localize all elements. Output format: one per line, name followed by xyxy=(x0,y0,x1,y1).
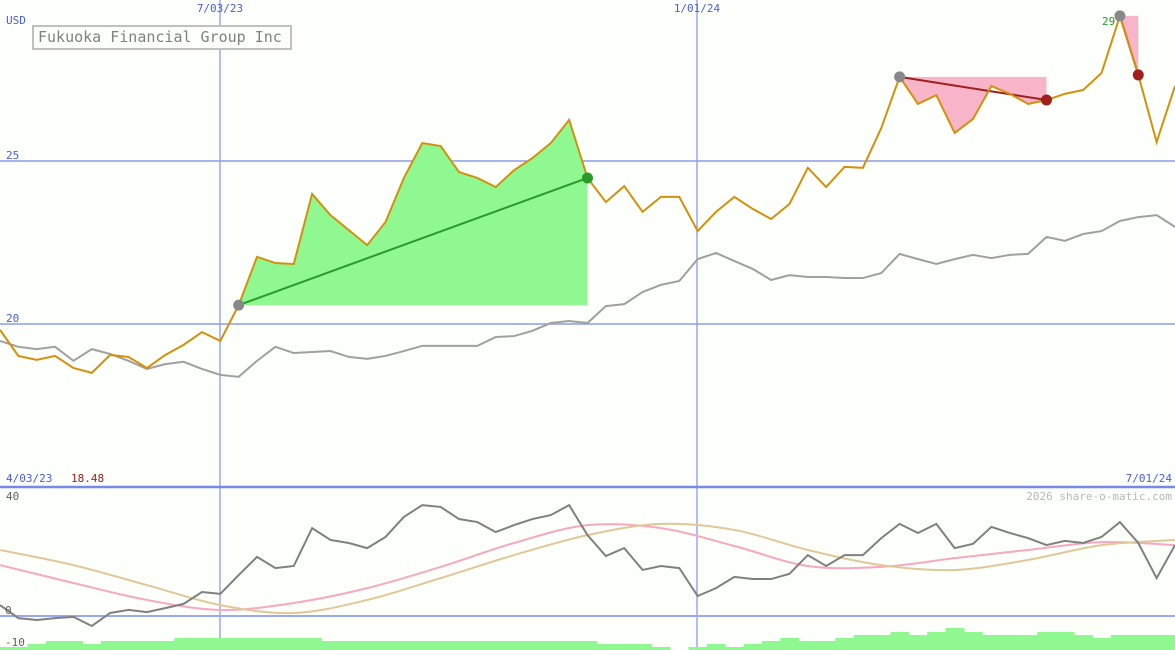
volume-bar xyxy=(780,638,800,650)
volume-bar xyxy=(468,641,488,650)
volume-bar xyxy=(504,641,524,650)
volume-bar xyxy=(45,641,65,650)
peak-label: 29 xyxy=(1102,15,1115,28)
volume-bar xyxy=(927,632,947,650)
comparison-line xyxy=(0,214,1175,378)
trend-area-fall xyxy=(899,76,1047,133)
volume-bar xyxy=(413,641,432,650)
oscillator-line xyxy=(0,503,1175,628)
volume-bar xyxy=(1092,638,1112,650)
volume-bar xyxy=(1147,635,1167,650)
volume-bar xyxy=(615,644,634,650)
start-marker xyxy=(894,71,906,83)
volume-bar xyxy=(835,638,855,650)
volume-bar xyxy=(908,635,928,650)
volume-bar xyxy=(0,647,10,650)
min-price-label: 18.48 xyxy=(71,472,104,485)
volume-bar xyxy=(156,641,175,650)
currency-label: USD xyxy=(6,14,26,27)
volume-bar xyxy=(725,647,745,650)
volume-bar xyxy=(523,641,543,650)
volume-bar xyxy=(358,641,377,650)
volume-bar xyxy=(743,644,763,650)
volume-bar xyxy=(1129,635,1148,650)
volume-bar xyxy=(211,638,230,650)
start-date-label: 4/03/23 xyxy=(6,472,52,485)
volume-bar xyxy=(982,635,1002,650)
volume-bar xyxy=(449,641,469,650)
end-date-label: 7/01/24 xyxy=(1126,472,1173,485)
y-tick-label: 25 xyxy=(6,149,19,162)
volume-bar xyxy=(559,641,579,650)
volume-bar xyxy=(431,641,451,650)
volume-bar xyxy=(9,647,29,650)
volume-bar xyxy=(266,638,286,650)
x-tick-label: 1/01/24 xyxy=(674,2,721,15)
volume-bar xyxy=(486,641,506,650)
end-marker xyxy=(1132,69,1144,81)
volume-bar xyxy=(890,632,910,650)
x-tick-label: 7/03/23 xyxy=(197,2,243,15)
volume-bar xyxy=(1110,635,1130,650)
end-marker xyxy=(1040,94,1052,106)
trend-line-rise xyxy=(238,177,588,307)
signal-slow-line xyxy=(0,522,1175,615)
volume-bar xyxy=(119,641,139,650)
chart-title: Fukuoka Financial Group Inc xyxy=(32,25,292,50)
volume-bar xyxy=(321,641,341,650)
volume-bar xyxy=(339,641,359,650)
volume-bar xyxy=(100,641,120,650)
osc-tick-label: -10 xyxy=(5,636,25,649)
volume-bar xyxy=(596,644,616,650)
volume-bar xyxy=(688,647,708,650)
volume-bar xyxy=(27,644,47,650)
watermark: 2026 share-o-matic.com xyxy=(1026,490,1172,503)
start-marker xyxy=(1114,10,1126,22)
volume-bar xyxy=(798,641,818,650)
volume-bar xyxy=(853,635,873,650)
volume-bar xyxy=(651,647,671,650)
trend-line-fall xyxy=(899,75,1047,102)
volume-bar xyxy=(1000,635,1020,650)
volume-bar xyxy=(394,641,414,650)
start-marker xyxy=(233,299,245,311)
volume-bars xyxy=(0,628,1175,650)
volume-bar xyxy=(174,638,194,650)
volume-bar xyxy=(137,641,157,650)
end-marker xyxy=(582,172,593,184)
volume-bar xyxy=(541,641,561,650)
volume-bar xyxy=(82,644,102,650)
markers xyxy=(233,10,1144,311)
volume-bar xyxy=(284,638,304,650)
volume-bar xyxy=(247,638,267,650)
volume-bar xyxy=(192,638,212,650)
y-tick-label: 20 xyxy=(6,312,19,325)
volume-bar xyxy=(578,641,598,650)
volume-bar xyxy=(872,635,891,650)
osc-tick-label: 40 xyxy=(6,490,19,503)
labels: USD 7/03/23 1/01/24 25 20 4/03/23 18.48 … xyxy=(5,2,1172,649)
volume-bar xyxy=(302,638,322,650)
osc-tick-label: 0 xyxy=(5,604,12,617)
volume-bar xyxy=(816,641,836,650)
volume-bar xyxy=(1074,635,1093,650)
volume-bar xyxy=(1018,635,1038,650)
signal-fast-line xyxy=(0,523,1175,611)
volume-bar xyxy=(963,632,983,650)
volume-bar xyxy=(1055,632,1075,650)
volume-bar xyxy=(633,644,653,650)
trend-area-rise xyxy=(238,119,588,306)
volume-bar xyxy=(64,641,84,650)
volume-bar xyxy=(376,641,396,650)
volume-bar xyxy=(706,644,726,650)
volume-bar xyxy=(761,641,781,650)
volume-bar xyxy=(229,638,249,650)
series-lines xyxy=(0,12,1175,628)
volume-bar xyxy=(945,628,965,650)
volume-bar xyxy=(1165,635,1175,650)
volume-bar xyxy=(1037,632,1057,650)
